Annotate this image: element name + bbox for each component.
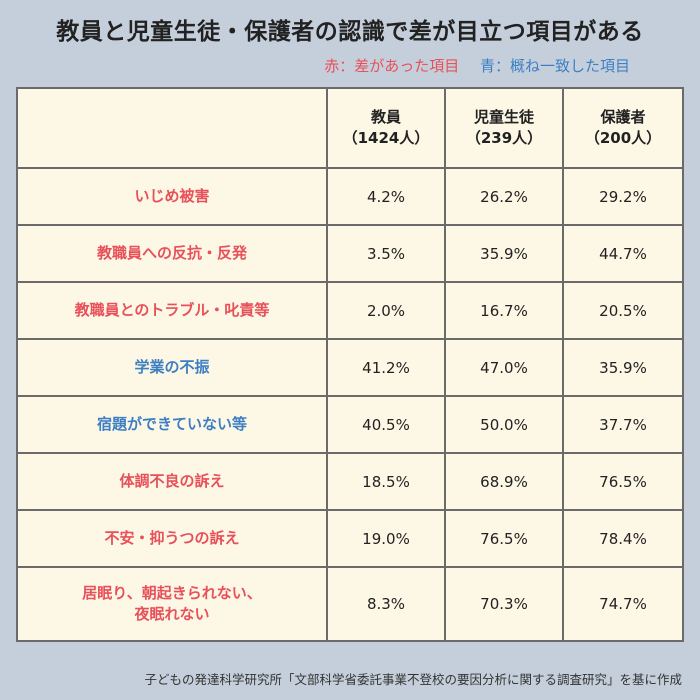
value-cell: 20.5% [562,281,684,340]
value-cell: 8.3% [326,566,446,642]
column-header: 教員 （1424人） [326,87,446,169]
chart-title: 教員と児童生徒・保護者の認識で差が目立つ項目がある [56,19,644,45]
header-row: 教員 （1424人） 児童生徒 （239人） 保護者 （200人） [16,87,684,169]
table-row: 不安・抑うつの訴え 19.0% 76.5% 78.4% [16,509,684,568]
value-cell: 47.0% [444,338,564,397]
value-cell: 78.4% [562,509,684,568]
row-label: 教職員とのトラブル・叱責等 [16,281,328,340]
column-header: 保護者 （200人） [562,87,684,169]
row-label-text: 学業の不振 [134,358,210,376]
row-label-text: 宿題ができていない等 [96,415,247,433]
row-label-text: 居眠り、朝起きられない、 [82,584,262,602]
value-cell: 29.2% [562,167,684,226]
row-label-text: 教職員とのトラブル・叱責等 [74,301,270,319]
row-label: 不安・抑うつの訴え [16,509,328,568]
value-cell: 19.0% [326,509,446,568]
source-note: 子どもの発達科学研究所「文部科学省委託事業不登校の要因分析に関する調査研究」を基… [144,672,682,687]
row-label-text: 体調不良の訴え [119,472,225,490]
value-cell: 26.2% [444,167,564,226]
legend-red-entry: 赤：差があった項目 [324,57,460,75]
table-row: 宿題ができていない等 40.5% 50.0% 37.7% [16,395,684,454]
legend: 赤：差があった項目 青：概ね一致した項目 [324,55,630,76]
column-header-name: 教員 [370,108,401,126]
value-cell: 4.2% [326,167,446,226]
value-cell: 74.7% [562,566,684,642]
row-label-text: 教職員への反抗・反発 [96,244,247,262]
value-cell: 50.0% [444,395,564,454]
table-row: 学業の不振 41.2% 47.0% 35.9% [16,338,684,397]
value-cell: 76.5% [562,452,684,511]
row-label-text: いじめ被害 [134,187,210,205]
row-label: 教職員への反抗・反発 [16,224,328,283]
legend-blue-entry: 青：概ね一致した項目 [479,57,630,75]
value-cell: 16.7% [444,281,564,340]
corner-cell [16,87,328,169]
value-cell: 76.5% [444,509,564,568]
value-cell: 41.2% [326,338,446,397]
value-cell: 35.9% [562,338,684,397]
value-cell: 3.5% [326,224,446,283]
column-header: 児童生徒 （239人） [444,87,564,169]
column-header-name: 児童生徒 [473,108,534,126]
column-header-name: 保護者 [600,108,646,126]
value-cell: 35.9% [444,224,564,283]
row-label: 学業の不振 [16,338,328,397]
table-row: 体調不良の訴え 18.5% 68.9% 76.5% [16,452,684,511]
column-header-count: （239人） [465,129,543,147]
column-header-count: （1424人） [342,129,430,147]
row-label: 居眠り、朝起きられない、 夜眠れない [16,566,328,642]
row-label: 体調不良の訴え [16,452,328,511]
value-cell: 68.9% [444,452,564,511]
table-row: 教職員とのトラブル・叱責等 2.0% 16.7% 20.5% [16,281,684,340]
value-cell: 37.7% [562,395,684,454]
value-cell: 40.5% [326,395,446,454]
value-cell: 70.3% [444,566,564,642]
data-table: 教員 （1424人） 児童生徒 （239人） 保護者 （200人） いじめ被害 4… [16,87,684,642]
row-label: いじめ被害 [16,167,328,226]
column-header-count: （200人） [584,129,662,147]
row-label-text-line2: 夜眠れない [134,605,210,623]
value-cell: 18.5% [326,452,446,511]
row-label: 宿題ができていない等 [16,395,328,454]
value-cell: 44.7% [562,224,684,283]
table-row: 居眠り、朝起きられない、 夜眠れない 8.3% 70.3% 74.7% [16,566,684,642]
table-row: いじめ被害 4.2% 26.2% 29.2% [16,167,684,226]
table-row: 教職員への反抗・反発 3.5% 35.9% 44.7% [16,224,684,283]
value-cell: 2.0% [326,281,446,340]
row-label-text: 不安・抑うつの訴え [104,529,240,547]
